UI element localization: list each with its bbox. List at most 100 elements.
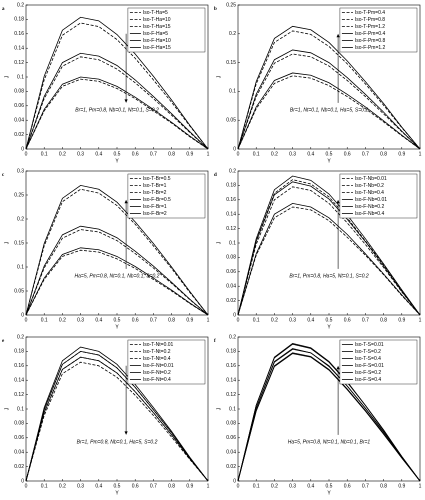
data-line	[25, 346, 209, 482]
x-tick-label: 0.8	[380, 483, 387, 489]
x-axis-label: Y	[327, 490, 331, 496]
y-tick-label: 0.16	[14, 31, 24, 37]
x-tick-label: 0.6	[344, 151, 351, 157]
y-tick-label: 0.02	[14, 464, 24, 470]
legend-label: Iso-T-Pm=0.4	[355, 10, 385, 16]
y-tick-label: 0.02	[226, 464, 236, 470]
y-tick-label: 0	[233, 478, 236, 484]
legend-label: Iso-F-Ha=10	[143, 38, 171, 44]
legend-label: Iso-T-S=0.2	[355, 349, 381, 355]
legend-label: Iso-T-Ha=15	[143, 24, 171, 30]
y-tick-label: 0.14	[14, 378, 24, 384]
x-tick-label: 0.4	[95, 483, 102, 489]
y-tick-label: 0.15	[226, 60, 236, 66]
y-tick-label: 0.12	[226, 392, 236, 398]
data-line	[25, 356, 209, 482]
data-line	[25, 16, 209, 150]
y-tick-label: 0.3	[17, 168, 24, 174]
legend-label: Iso-F-Nb=0.2	[355, 204, 385, 210]
y-tick-label: 0	[233, 312, 236, 318]
legend-label: Iso-T-Nb=0.2	[355, 183, 384, 189]
legend-label: Iso-T-Ha=5	[143, 10, 168, 16]
x-tick-label: 1	[419, 483, 422, 489]
x-tick-label: 0.5	[326, 151, 333, 157]
y-tick-label: 0	[233, 146, 236, 152]
x-tick-label: 0.2	[271, 483, 278, 489]
x-tick-label: 1	[207, 317, 210, 323]
x-tick-label: 0	[25, 483, 28, 489]
y-tick-label: 0.18	[14, 349, 24, 355]
y-tick-label: 0.06	[226, 269, 236, 275]
y-tick-label: 0.12	[14, 392, 24, 398]
x-tick-label: 1	[207, 151, 210, 157]
y-tick-label: 0.16	[226, 363, 236, 369]
y-tick-label: 0.06	[14, 435, 24, 441]
legend-label: Iso-F-S=0.2	[355, 370, 381, 376]
legend-box	[339, 173, 418, 219]
panel-label: d	[214, 173, 217, 178]
legend-label: Iso-T-Nt=0.01	[143, 342, 174, 348]
x-tick-label: 0.7	[150, 483, 157, 489]
x-tick-label: 0.3	[77, 317, 84, 323]
y-tick-label: 0.18	[226, 183, 236, 189]
panel-label: c	[2, 173, 5, 178]
x-tick-label: 0.2	[59, 483, 66, 489]
data-line	[237, 202, 421, 316]
x-tick-label: 0	[237, 483, 240, 489]
annotation: Br=1, Pm=0.8, Ha=5, Nt=0.1, S=0.2	[289, 273, 369, 279]
x-tick-label: 0.6	[132, 483, 139, 489]
legend-label: Iso-F-Pm=0.4	[355, 31, 386, 37]
x-tick-label: 0.5	[326, 317, 333, 323]
y-tick-label: 0.08	[226, 255, 236, 261]
y-tick-label: 0.1	[229, 406, 236, 412]
y-tick-label: 0.2	[229, 31, 236, 37]
x-tick-label: 0.2	[59, 151, 66, 157]
y-tick-label: 0.25	[226, 2, 236, 8]
x-tick-label: 0.3	[77, 151, 84, 157]
data-line	[237, 30, 421, 150]
annotation: Ha=5, Pm=0.8, Nt=0.1, Nb=0.1, S=0.2	[75, 273, 160, 279]
x-tick-label: 0.1	[253, 151, 260, 157]
x-tick-label: 0.6	[132, 151, 139, 157]
y-tick-label: 0.12	[226, 226, 236, 232]
legend-label: Iso-T-Nt=0.2	[143, 349, 171, 355]
panel: 0 0.1 0.2 0.3 0.4 0.5 0.6 0.7 0.8 0.9 1 0 0.02 0.04 0.…	[214, 168, 422, 330]
data-line	[25, 350, 209, 482]
x-tick-label: 0.7	[150, 317, 157, 323]
x-tick-label: 0.9	[398, 483, 405, 489]
data-line	[237, 352, 421, 482]
y-axis-label: J	[216, 75, 222, 78]
y-axis-label: J	[216, 241, 222, 244]
y-tick-label: 0.1	[17, 406, 24, 412]
data-line	[237, 179, 421, 316]
legend-box	[127, 173, 206, 219]
legend-label: Iso-F-Nb=0.4	[355, 211, 385, 217]
x-tick-label: 0.4	[307, 483, 314, 489]
trend-arrow-head	[124, 431, 128, 435]
legend-label: Iso-T-Pm=0.8	[355, 17, 385, 23]
y-tick-label: 0	[21, 312, 24, 318]
legend-label: Iso-F-Ha=15	[143, 45, 171, 51]
y-tick-label: 0.1	[229, 240, 236, 246]
x-tick-label: 0.3	[289, 317, 296, 323]
legend-label: Iso-F-Pm=0.8	[355, 38, 386, 44]
y-tick-label: 0.02	[226, 298, 236, 304]
x-tick-label: 0.8	[168, 483, 175, 489]
x-axis-label: Y	[115, 158, 119, 164]
y-tick-label: 0.04	[226, 450, 236, 456]
data-line	[237, 72, 421, 150]
data-line	[25, 52, 209, 150]
x-tick-label: 0.9	[186, 151, 193, 157]
y-tick-label: 0.12	[14, 60, 24, 66]
data-line	[25, 188, 209, 316]
legend-label: Iso-T-Nb=0.01	[355, 176, 387, 182]
y-tick-label: 0.2	[17, 216, 24, 222]
x-axis-label: Y	[327, 158, 331, 164]
trend-arrow-head	[336, 199, 340, 204]
legend-label: Iso-F-Nt=0.2	[143, 370, 171, 376]
panel: 0 0.1 0.2 0.3 0.4 0.5 0.6 0.7 0.8 0.9 1 0 0.02 0.04 0.…	[2, 2, 210, 164]
legend-label: Iso-T-Ha=10	[143, 17, 171, 23]
y-tick-label: 0.1	[229, 89, 236, 95]
x-tick-label: 0.5	[326, 483, 333, 489]
